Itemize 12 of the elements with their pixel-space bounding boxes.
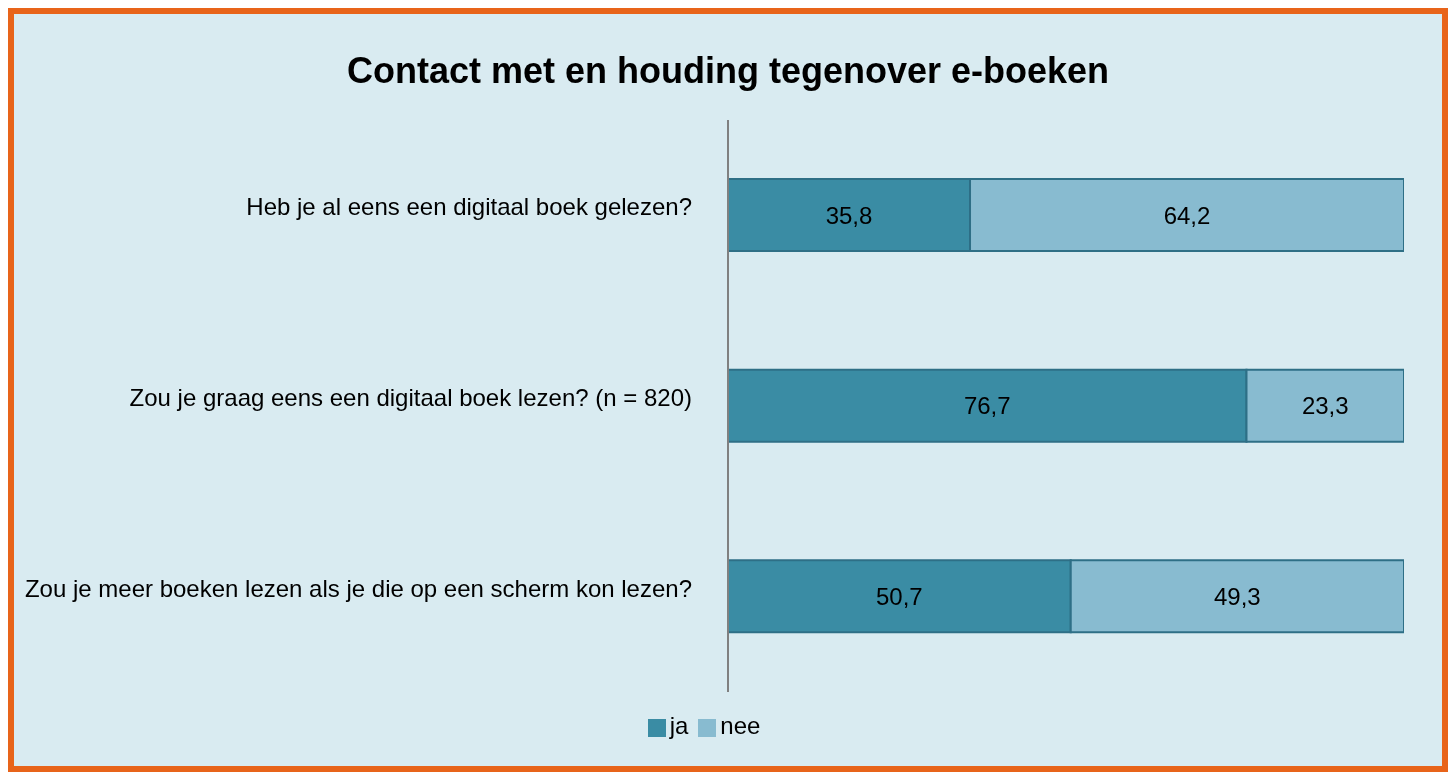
legend-label: ja [669, 712, 689, 739]
data-label: 23,3 [1301, 392, 1349, 420]
data-label: 35,8 [825, 201, 873, 229]
data-label: 64,2 [1163, 201, 1211, 229]
legend-label: nee [720, 712, 761, 739]
y-tick-label: Zou je meer boeken lezen als je die op een scherm kon lezen? [24, 574, 692, 602]
data-label: 76,7 [963, 392, 1011, 420]
chart-title: Contact met en houding tegenover e-boeken [345, 49, 1111, 93]
data-label: 50,7 [876, 582, 923, 610]
data-label: 49,3 [1214, 582, 1261, 610]
y-tick-label: Zou je graag eens een digitaal boek lezen? (n = 820) [129, 384, 692, 411]
y-tick-label: Heb je al eens een digitaal boek gelezen? [246, 193, 692, 221]
